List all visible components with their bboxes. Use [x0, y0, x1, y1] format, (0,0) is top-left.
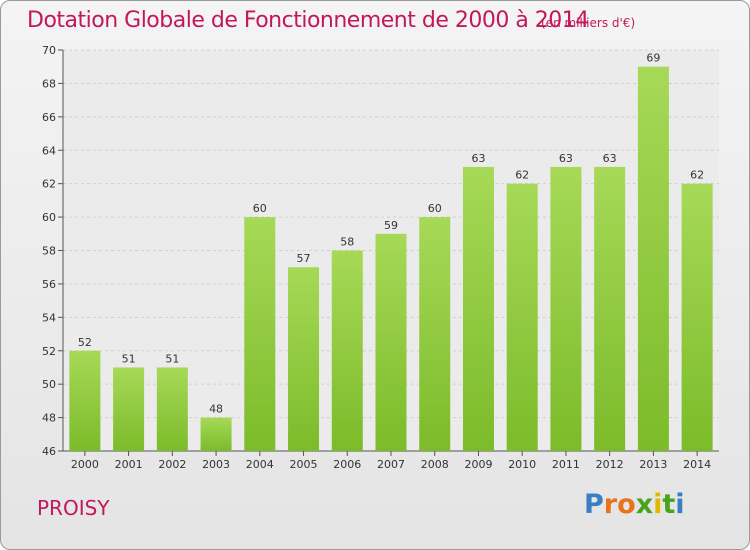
- logo-letter: r: [603, 489, 618, 520]
- bar-value-label: 57: [297, 252, 311, 265]
- x-tick-label: 2013: [639, 458, 667, 471]
- logo-letter: i: [675, 489, 685, 520]
- bar: [331, 250, 363, 451]
- y-tick-label: 48: [42, 412, 56, 425]
- y-tick-label: 68: [42, 77, 56, 90]
- bar-value-label: 69: [646, 52, 660, 65]
- bar: [550, 166, 582, 452]
- x-tick-label: 2000: [71, 458, 99, 471]
- x-tick-label: 2001: [115, 458, 143, 471]
- x-tick-label: 2008: [421, 458, 449, 471]
- x-tick-label: 2010: [508, 458, 536, 471]
- y-tick-label: 52: [42, 345, 56, 358]
- bar-value-label: 59: [384, 219, 398, 232]
- logo-letter: i: [653, 489, 663, 520]
- bar-value-label: 58: [340, 236, 354, 249]
- bar: [637, 66, 669, 451]
- bar: [681, 183, 713, 451]
- y-tick-label: 64: [42, 144, 56, 157]
- logo-letter: o: [617, 489, 636, 520]
- bar: [506, 183, 538, 451]
- y-tick-label: 62: [42, 178, 56, 191]
- x-tick-label: 2003: [202, 458, 230, 471]
- x-tick-label: 2014: [683, 458, 711, 471]
- logo-letter: x: [635, 489, 654, 520]
- x-tick-label: 2002: [158, 458, 186, 471]
- proxiti-logo: Proxiti: [584, 489, 685, 520]
- bar: [156, 367, 188, 451]
- commune-name: PROISY: [37, 496, 110, 520]
- bar: [462, 166, 494, 452]
- x-tick-label: 2009: [464, 458, 492, 471]
- bar-value-label: 62: [515, 169, 529, 182]
- logo-letter: P: [584, 489, 604, 520]
- bar-value-label: 63: [559, 152, 573, 165]
- y-tick-label: 60: [42, 211, 56, 224]
- bar: [375, 233, 407, 451]
- chart-title: Dotation Globale de Fonctionnement de 20…: [27, 8, 589, 33]
- bar: [200, 417, 232, 451]
- bar: [419, 217, 451, 451]
- bar-value-label: 63: [471, 152, 485, 165]
- y-tick-label: 56: [42, 278, 56, 291]
- y-tick-label: 58: [42, 245, 56, 258]
- bar: [69, 350, 101, 451]
- bar-value-label: 52: [78, 336, 92, 349]
- bar-value-label: 62: [690, 169, 704, 182]
- bar-value-label: 60: [253, 202, 267, 215]
- bar-value-label: 63: [603, 152, 617, 165]
- y-tick-label: 70: [42, 44, 56, 57]
- bar: [244, 217, 276, 451]
- x-tick-label: 2006: [333, 458, 361, 471]
- bar-value-label: 51: [165, 352, 179, 365]
- bar-value-label: 51: [122, 352, 136, 365]
- x-tick-label: 2007: [377, 458, 405, 471]
- x-tick-label: 2005: [290, 458, 318, 471]
- bar-value-label: 48: [209, 403, 223, 416]
- y-tick-label: 46: [42, 445, 56, 458]
- y-tick-label: 54: [42, 311, 56, 324]
- bar-value-label: 60: [428, 202, 442, 215]
- bar: [113, 367, 145, 451]
- y-tick-label: 50: [42, 378, 56, 391]
- bar: [594, 166, 626, 452]
- y-tick-label: 66: [42, 111, 56, 124]
- x-tick-label: 2004: [246, 458, 274, 471]
- logo-letter: t: [662, 489, 676, 520]
- bar: [288, 267, 320, 451]
- x-tick-label: 2011: [552, 458, 580, 471]
- x-tick-label: 2012: [596, 458, 624, 471]
- chart-subtitle: (en milliers d'€): [541, 16, 636, 30]
